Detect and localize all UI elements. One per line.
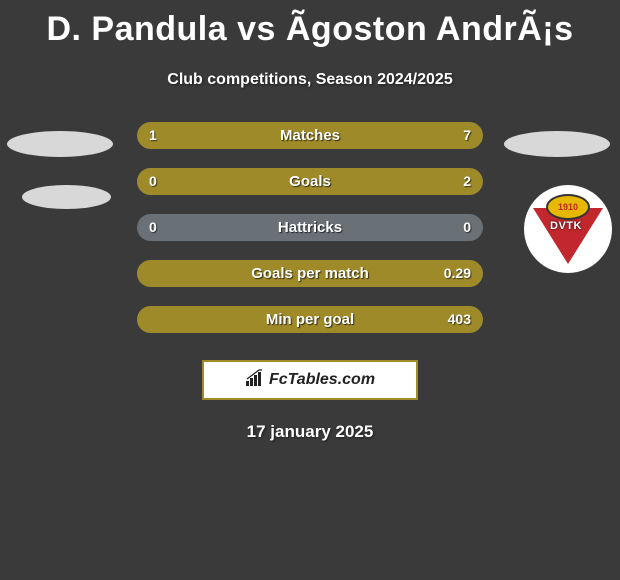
stat-label: Goals [137,168,483,195]
stat-label: Goals per match [137,260,483,287]
club-left-badge-placeholder [22,185,111,209]
stat-row: 403Min per goal [137,306,483,333]
chart-icon [245,369,265,392]
stat-label: Matches [137,122,483,149]
brand-text: FcTables.com [269,371,375,389]
stat-row: 00Hattricks [137,214,483,241]
stat-row: 0.29Goals per match [137,260,483,287]
subtitle: Club competitions, Season 2024/2025 [0,71,620,89]
club-right-badge: 1910 DVTK [524,185,612,273]
stat-rows: 17Matches 02Goals 00Hattricks 0.29Goals per… [137,122,483,352]
comparison-chart: 1910 DVTK 17Matches02Goals00Hattricks0.2… [0,131,620,341]
date-text: 17 january 2025 [0,422,620,442]
stat-row: 17Matches [137,122,483,149]
player-right-avatar-placeholder [504,131,610,157]
badge-team: DVTK [550,220,582,232]
stat-row: 02Goals [137,168,483,195]
player-left-avatar-placeholder [7,131,113,157]
badge-year: 1910 [546,194,590,220]
stat-label: Min per goal [137,306,483,333]
page-title: D. Pandula vs Ãgoston AndrÃ¡s [0,0,620,49]
brand-box[interactable]: FcTables.com [202,360,418,400]
stat-label: Hattricks [137,214,483,241]
